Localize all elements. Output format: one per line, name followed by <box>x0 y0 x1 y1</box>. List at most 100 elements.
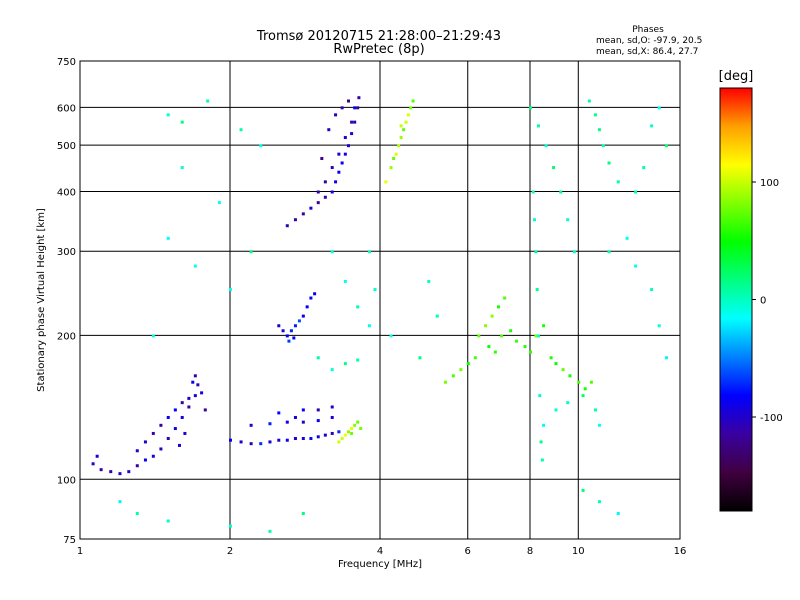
data-point <box>616 180 620 184</box>
data-point <box>316 356 320 360</box>
data-point <box>418 356 422 360</box>
data-point <box>285 224 289 228</box>
data-point <box>566 218 570 222</box>
data-point <box>496 305 500 309</box>
x-tick-label: 10 <box>572 546 585 557</box>
data-point <box>607 250 611 254</box>
data-point <box>346 430 350 434</box>
data-point <box>356 106 360 110</box>
data-point <box>552 166 556 170</box>
data-point <box>268 422 272 426</box>
data-point <box>343 433 347 437</box>
data-point <box>316 190 320 194</box>
data-point <box>373 288 377 292</box>
stats-heading: Phases <box>632 25 664 35</box>
data-point <box>665 144 669 148</box>
data-point <box>127 470 131 474</box>
data-point <box>593 408 597 412</box>
data-point <box>268 529 272 533</box>
data-point <box>593 113 597 117</box>
data-point <box>343 136 347 140</box>
data-point <box>309 296 313 300</box>
y-axis-ticks: 75 100 200 300 400 500 600 750 <box>57 57 76 546</box>
data-point <box>330 250 334 254</box>
data-point <box>285 334 289 338</box>
colorbar-tick-label: 100 <box>760 178 779 189</box>
colorbar-tick-label: 0 <box>760 296 766 307</box>
data-point <box>404 120 408 124</box>
data-point <box>91 462 95 466</box>
data-point <box>340 436 344 440</box>
gridlines <box>80 61 680 539</box>
data-point <box>384 180 388 184</box>
data-point <box>536 334 540 338</box>
data-point <box>343 152 347 156</box>
data-point <box>337 440 341 444</box>
data-point <box>193 394 197 398</box>
data-point <box>533 218 537 222</box>
data-point <box>180 401 184 405</box>
data-point <box>397 144 401 148</box>
data-point <box>536 124 540 128</box>
data-point <box>607 161 611 165</box>
data-point <box>509 329 513 333</box>
x-tick-label: 6 <box>465 546 471 557</box>
data-point <box>577 380 581 384</box>
data-point <box>277 324 281 328</box>
data-point <box>249 442 253 446</box>
data-point <box>529 106 532 110</box>
data-point <box>193 264 197 268</box>
data-point <box>313 292 317 296</box>
data-point <box>305 305 309 309</box>
data-point <box>350 132 354 136</box>
data-point <box>561 368 565 372</box>
data-point <box>293 324 297 328</box>
data-point <box>118 500 122 504</box>
colorbar <box>719 87 753 512</box>
data-point <box>301 512 305 516</box>
data-point <box>95 454 99 458</box>
data-point <box>389 166 393 170</box>
data-point <box>99 468 103 472</box>
data-point <box>356 420 360 424</box>
data-point <box>277 411 281 415</box>
x-tick-label: 2 <box>227 546 233 557</box>
data-point <box>534 334 538 338</box>
data-point <box>301 436 305 440</box>
data-point <box>166 519 170 523</box>
data-point <box>187 405 191 409</box>
data-point <box>343 362 347 366</box>
data-point <box>301 212 305 216</box>
data-point <box>466 362 470 366</box>
data-point <box>353 120 357 124</box>
data-point <box>394 152 398 156</box>
data-point <box>503 296 507 300</box>
data-point <box>180 166 184 170</box>
y-tick-label: 750 <box>57 57 76 68</box>
data-point <box>327 128 331 132</box>
data-point <box>330 415 334 419</box>
data-points <box>91 96 669 533</box>
data-point <box>173 427 177 431</box>
data-point <box>597 500 601 504</box>
stats-line-o: mean, sd,O: -97.9, 20.5 <box>596 36 702 46</box>
data-point <box>180 415 184 419</box>
data-point <box>583 387 587 391</box>
data-point <box>353 423 357 427</box>
data-point <box>249 250 253 254</box>
data-point <box>535 288 539 292</box>
data-point <box>109 470 113 474</box>
data-point <box>196 383 200 387</box>
x-axis-ticks: 1 2 4 6 8 10 16 <box>77 546 687 557</box>
data-point <box>193 374 197 378</box>
data-point <box>293 415 297 419</box>
y-tick-label: 75 <box>63 535 76 546</box>
data-point <box>515 339 519 343</box>
data-point <box>268 440 272 444</box>
data-point <box>289 329 293 333</box>
data-point <box>402 128 406 132</box>
data-point <box>549 356 553 360</box>
data-point <box>323 433 327 437</box>
data-point <box>353 106 357 110</box>
